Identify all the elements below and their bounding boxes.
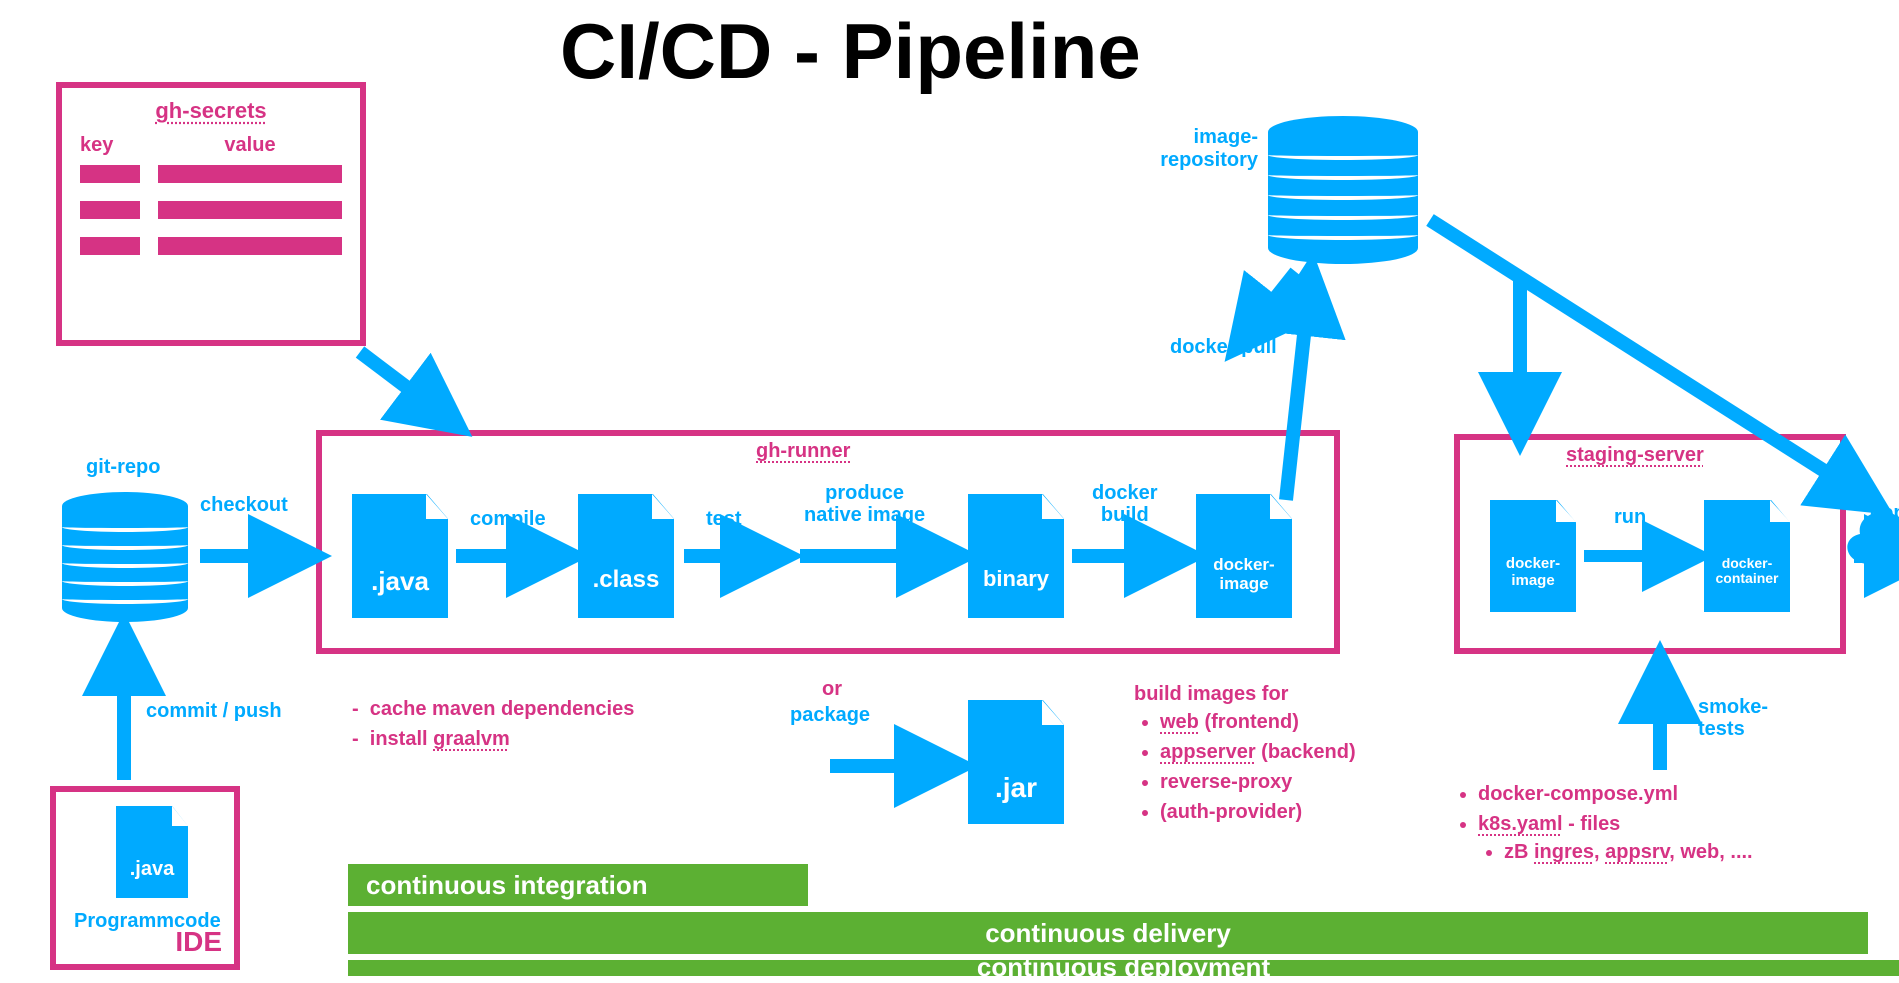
arrows-layer	[0, 0, 1899, 976]
